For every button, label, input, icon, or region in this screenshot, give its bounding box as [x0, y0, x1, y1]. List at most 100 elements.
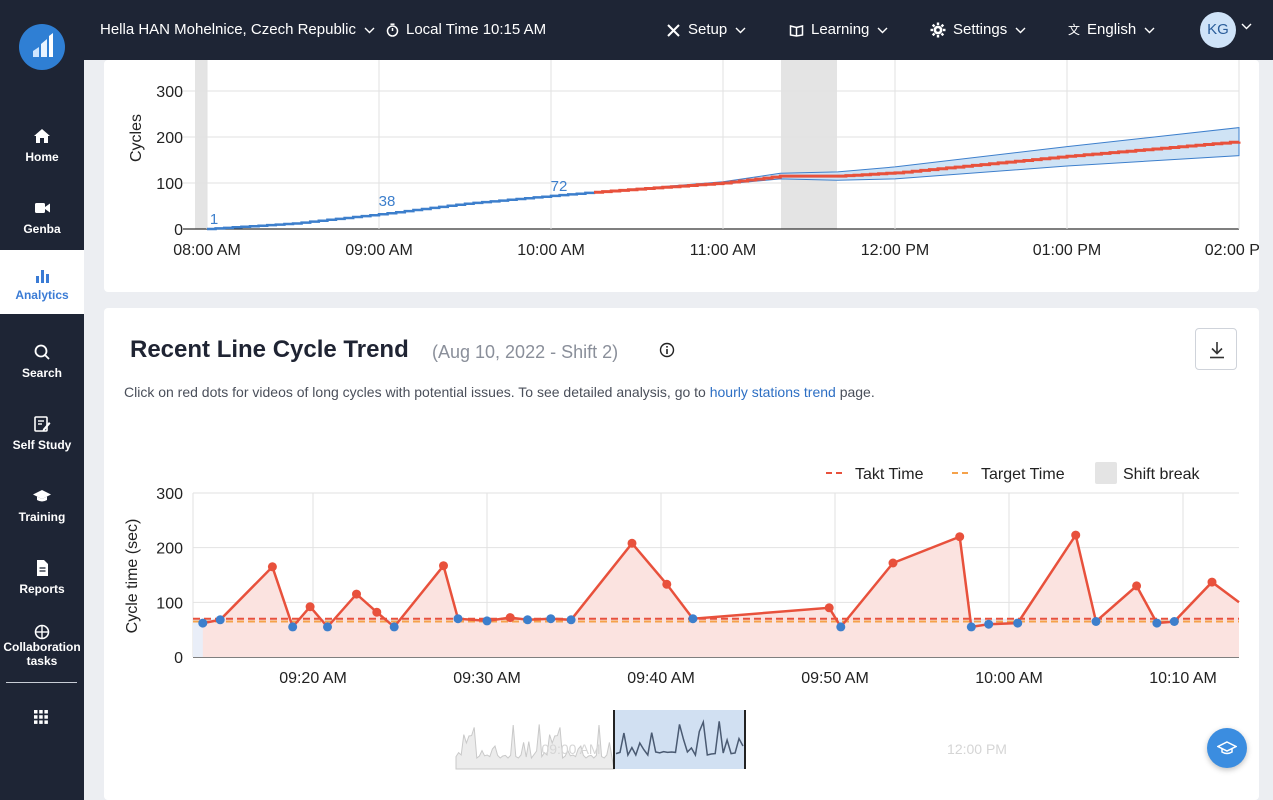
stopwatch-icon [386, 23, 399, 37]
section-title: Recent Line Cycle Trend [130, 336, 409, 363]
video-camera-icon [35, 203, 50, 213]
legend-break-label[interactable]: Shift break [1123, 466, 1200, 483]
sidebar-item-genba[interactable]: Genba [0, 190, 84, 254]
x-tick-label: 09:50 AM [801, 670, 869, 687]
long-cycle-dot[interactable] [662, 579, 672, 589]
section-subtitle: (Aug 10, 2022 - Shift 2) [432, 342, 619, 362]
y-tick-label: 300 [156, 486, 183, 503]
cycle-dot [523, 615, 533, 625]
tools-icon [667, 23, 680, 37]
sidebar-item-analytics[interactable]: Analytics [0, 250, 84, 314]
x-tick-label: 10:00 AM [517, 242, 585, 259]
sidebar-divider [6, 682, 77, 683]
y-tick-label: 100 [156, 176, 183, 193]
cycle-dot [836, 622, 846, 632]
long-cycle-dot[interactable] [955, 532, 965, 542]
sidebar-item-label: Self Study [12, 438, 72, 452]
avatar[interactable]: KG [1200, 12, 1236, 48]
long-cycle-dot[interactable] [1071, 530, 1081, 540]
sidebar-item-label: Search [21, 366, 63, 380]
cycle-dot [1091, 617, 1101, 626]
data-label: 72 [551, 178, 568, 195]
cycle-dot [566, 615, 576, 625]
legend-break-swatch [1095, 462, 1117, 484]
language-selector[interactable]: 文 English [1068, 20, 1155, 40]
settings-menu[interactable]: Settings [930, 20, 1026, 40]
cycle-time-trend-chart: Takt Time Target Time Shift break 0 100 20… [124, 462, 1240, 770]
sidebar-item-home[interactable]: Home [0, 118, 84, 182]
cycle-dot [288, 622, 298, 632]
learning-label: Learning [811, 21, 870, 38]
x-tick-label: 11:00 AM [690, 242, 756, 259]
download-button[interactable] [1195, 328, 1237, 370]
sidebar-item-collaboration[interactable]: Collaboration tasks [0, 614, 84, 674]
local-time-label: Local Time 10:15 AM [406, 21, 547, 38]
long-cycle-dot[interactable] [439, 561, 448, 571]
x-tick-label: 09:30 AM [453, 670, 521, 687]
y-axis-ticks: 0 100 200 300 [156, 486, 183, 667]
projected-cycles-line [594, 140, 1241, 194]
top-bar: Hella HAN Mohelnice, Czech Republic Loca… [84, 0, 1273, 60]
x-tick-label: 09:40 AM [627, 670, 695, 687]
long-cycle-dot[interactable] [1207, 577, 1217, 587]
chevron-down-icon [1144, 27, 1155, 33]
y-tick-label: 200 [156, 130, 183, 147]
long-cycle-dot[interactable] [888, 558, 898, 568]
x-tick-label: 02:00 PM [1205, 242, 1259, 259]
grid-icon[interactable] [34, 710, 48, 724]
x-axis-ticks: 08:00 AM 09:00 AM 10:00 AM 11:00 AM 12:00 PM… [173, 242, 1273, 259]
y-tick-label: 200 [156, 541, 183, 558]
x-tick-label: 09:00 AM [345, 242, 413, 259]
actual-cycles-line [207, 191, 596, 231]
cycle-dot [482, 616, 492, 626]
cumulative-cycles-chart: 0 100 200 300 08:00 AM 09:00 AM 10:00 AM 11:00… [128, 60, 1273, 259]
cycle-dot [389, 622, 399, 632]
cycle-dot [1013, 618, 1023, 628]
x-tick-label: 09:20 AM [279, 670, 347, 687]
sidebar-item-label: Training [18, 510, 66, 524]
language-label: English [1087, 21, 1137, 38]
location-selector[interactable]: Hella HAN Mohelnice, Czech Republic [100, 20, 375, 40]
translate-icon: 文 [1068, 23, 1081, 37]
help-button[interactable] [1207, 728, 1247, 768]
hourly-stations-trend-link[interactable]: hourly stations trend [709, 384, 836, 400]
setup-menu[interactable]: Setup [666, 20, 746, 40]
x-tick-label: 08:00 AM [173, 242, 241, 259]
long-cycle-dot[interactable] [372, 607, 382, 617]
info-icon[interactable] [659, 342, 675, 358]
app-logo[interactable] [19, 24, 65, 70]
cycle-dot [546, 614, 556, 624]
crosshair-icon [34, 624, 50, 640]
long-cycle-dot[interactable] [305, 602, 315, 612]
location-label: Hella HAN Mohelnice, Czech Republic [100, 21, 356, 38]
y-tick-label: 0 [174, 650, 183, 667]
y-axis-label: Cycles [128, 114, 145, 162]
legend-target-label[interactable]: Target Time [981, 466, 1065, 483]
cycle-dot [215, 615, 225, 625]
sidebar-item-training[interactable]: Training [0, 478, 84, 542]
learning-menu[interactable]: Learning [789, 20, 888, 40]
graduation-cap-icon [1217, 741, 1237, 755]
navigator-selection[interactable] [614, 710, 745, 769]
sidebar-item-reports[interactable]: Reports [0, 550, 84, 614]
time-navigator[interactable]: 09:00 AM 12:00 PM [455, 710, 1007, 770]
sidebar-item-search[interactable]: Search [0, 334, 84, 398]
sidebar: Home Genba Analytics Search Self Study T… [0, 0, 84, 800]
x-tick-label: 12:00 PM [861, 242, 929, 259]
sidebar-item-self-study[interactable]: Self Study [0, 406, 84, 470]
long-cycle-dot[interactable] [627, 538, 637, 548]
legend-takt-label[interactable]: Takt Time [855, 466, 924, 483]
cycle-dot [966, 622, 976, 632]
long-cycle-dot[interactable] [352, 589, 361, 599]
long-cycle-dot[interactable] [824, 603, 834, 613]
pencil-note-icon [34, 416, 51, 432]
long-cycle-dot[interactable] [267, 562, 277, 572]
long-cycle-dot[interactable] [1132, 581, 1142, 591]
y-axis-ticks: 0 100 200 300 [156, 84, 183, 239]
home-icon [34, 129, 50, 143]
chevron-down-icon[interactable] [1241, 23, 1252, 30]
x-tick-label: 10:00 AM [975, 670, 1043, 687]
long-cycle-dot[interactable] [505, 613, 515, 623]
graduation-cap-icon [33, 490, 51, 502]
x-tick-label: 01:00 PM [1033, 242, 1101, 259]
